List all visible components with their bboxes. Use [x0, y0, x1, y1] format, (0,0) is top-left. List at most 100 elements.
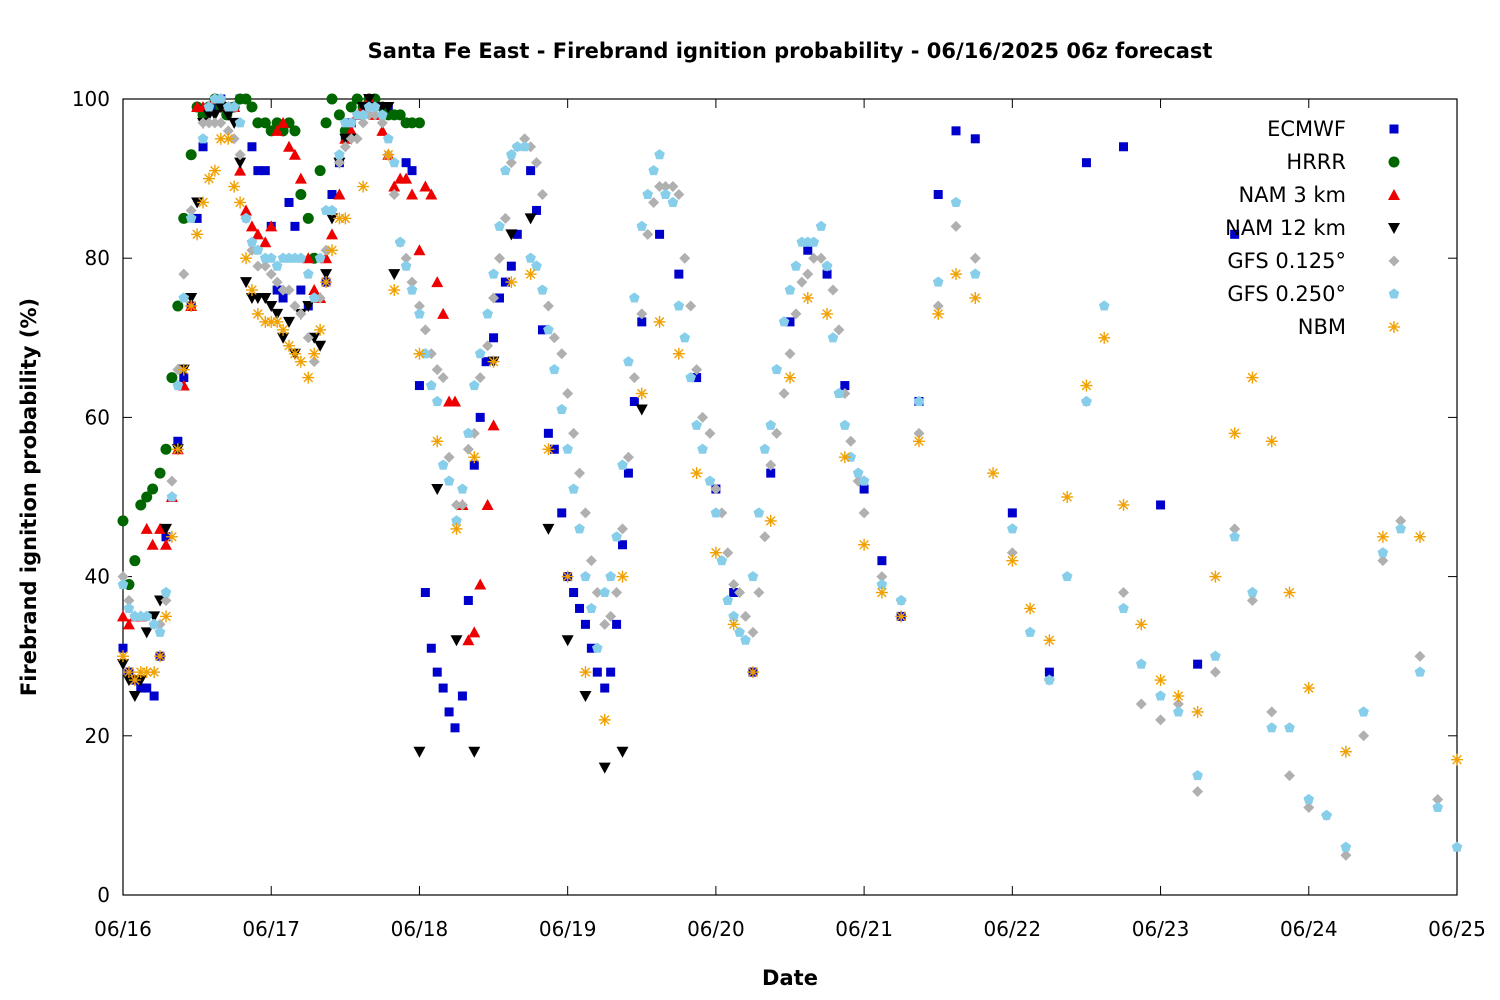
point-gfs-0-125 — [679, 252, 691, 264]
point-gfs-0-125 — [845, 435, 857, 447]
point-gfs-0-250 — [240, 212, 252, 223]
legend-item-hrrr: HRRR — [1286, 150, 1400, 174]
point-gfs-0-125 — [302, 332, 314, 344]
point-gfs-0-125 — [1229, 523, 1241, 535]
point-nam-3-km — [376, 124, 389, 136]
point-nam-3-km — [487, 419, 500, 431]
point-gfs-0-250 — [425, 379, 437, 391]
point-gfs-0-250 — [728, 610, 739, 621]
point-gfs-0-250 — [876, 578, 888, 590]
point-gfs-0-250 — [784, 284, 796, 295]
point-ecmwf — [785, 317, 795, 327]
point-gfs-0-125 — [1209, 666, 1221, 678]
point-gfs-0-125 — [591, 587, 603, 599]
point-gfs-0-125 — [419, 324, 431, 336]
point-ecmwf — [1156, 500, 1166, 510]
x-tick-label: 06/16 — [94, 917, 152, 941]
point-ecmwf — [729, 588, 739, 598]
x-tick-label: 06/18 — [391, 917, 449, 941]
point-ecmwf — [1193, 659, 1203, 669]
point-ecmwf — [580, 619, 590, 629]
x-tick-label: 06/22 — [984, 917, 1042, 941]
point-gfs-0-250 — [691, 419, 702, 430]
point-nam-3-km — [400, 172, 413, 184]
point-gfs-0-125 — [252, 260, 264, 272]
chart-title: Santa Fe East - Firebrand ignition proba… — [368, 39, 1213, 63]
point-nam-12-km — [616, 746, 629, 758]
point-gfs-0-250 — [827, 332, 839, 343]
point-nam-3-km — [159, 538, 172, 550]
point-ecmwf — [803, 245, 813, 255]
point-nbm — [895, 610, 908, 623]
point-gfs-0-125 — [536, 189, 548, 201]
point-gfs-0-250 — [1118, 602, 1129, 613]
point-gfs-0-250 — [246, 236, 258, 247]
point-gfs-0-250 — [431, 395, 443, 407]
point-gfs-0-125 — [437, 372, 449, 384]
point-gfs-0-250 — [314, 252, 326, 263]
point-gfs-0-250 — [488, 268, 499, 279]
point-gfs-0-125 — [771, 427, 783, 439]
point-nbm — [542, 443, 555, 456]
point-gfs-0-250 — [549, 364, 560, 375]
point-gfs-0-250 — [950, 196, 962, 208]
point-nam-3-km — [251, 228, 264, 240]
point-gfs-0-250 — [123, 602, 135, 613]
point-nbm — [320, 276, 333, 289]
point-gfs-0-250 — [197, 133, 209, 144]
point-gfs-0-250 — [414, 308, 425, 319]
point-ecmwf — [118, 643, 128, 653]
point-gfs-0-125 — [1303, 801, 1315, 813]
point-ecmwf — [506, 261, 516, 271]
point-gfs-0-250 — [673, 300, 685, 311]
point-nam-3-km — [294, 172, 307, 184]
point-gfs-0-125 — [704, 427, 716, 439]
point-gfs-0-250 — [611, 531, 622, 542]
point-gfs-0-250 — [1432, 801, 1444, 812]
point-nam-12-km — [117, 659, 129, 671]
point-gfs-0-125 — [833, 324, 845, 336]
point-gfs-0-250 — [1135, 658, 1147, 669]
point-gfs-0-250 — [556, 403, 568, 414]
point-hrrr — [289, 125, 301, 137]
point-gfs-0-250 — [482, 308, 493, 319]
point-gfs-0-250 — [1451, 841, 1463, 852]
point-ecmwf — [278, 293, 288, 303]
point-gfs-0-125 — [765, 459, 777, 471]
point-gfs-0-250 — [1284, 722, 1295, 733]
point-nbm — [283, 339, 296, 352]
point-ecmwf — [407, 166, 417, 176]
point-nam-3-km — [122, 618, 135, 630]
point-nbm — [1413, 530, 1426, 543]
point-ecmwf — [822, 269, 832, 279]
point-nam-12-km — [320, 269, 333, 281]
point-nam-3-km — [308, 284, 321, 296]
point-gfs-0-250 — [591, 642, 603, 653]
point-gfs-0-125 — [265, 268, 277, 280]
point-ecmwf — [877, 556, 887, 566]
point-nbm — [1451, 753, 1463, 766]
point-gfs-0-125 — [932, 300, 944, 312]
point-nbm — [505, 276, 518, 289]
point-nbm — [277, 323, 290, 336]
point-gfs-0-250 — [704, 475, 716, 486]
point-ecmwf — [606, 667, 616, 677]
point-nam-3-km — [146, 538, 159, 550]
point-hrrr — [135, 499, 147, 511]
point-ecmwf — [136, 683, 146, 693]
point-gfs-0-125 — [617, 523, 629, 535]
point-gfs-0-125 — [599, 618, 611, 630]
point-gfs-0-250 — [172, 379, 184, 391]
point-gfs-0-250 — [667, 196, 679, 208]
point-ecmwf — [543, 428, 553, 438]
point-gfs-0-125 — [697, 411, 709, 423]
point-ecmwf — [327, 190, 337, 200]
point-nbm — [858, 538, 871, 551]
point-nam-3-km — [271, 124, 284, 136]
point-ecmwf — [970, 134, 980, 144]
point-hrrr — [185, 149, 197, 161]
point-nam-12-km — [561, 635, 574, 647]
point-nam-3-km — [240, 204, 253, 216]
point-ecmwf — [766, 468, 776, 478]
point-ecmwf — [512, 229, 522, 239]
